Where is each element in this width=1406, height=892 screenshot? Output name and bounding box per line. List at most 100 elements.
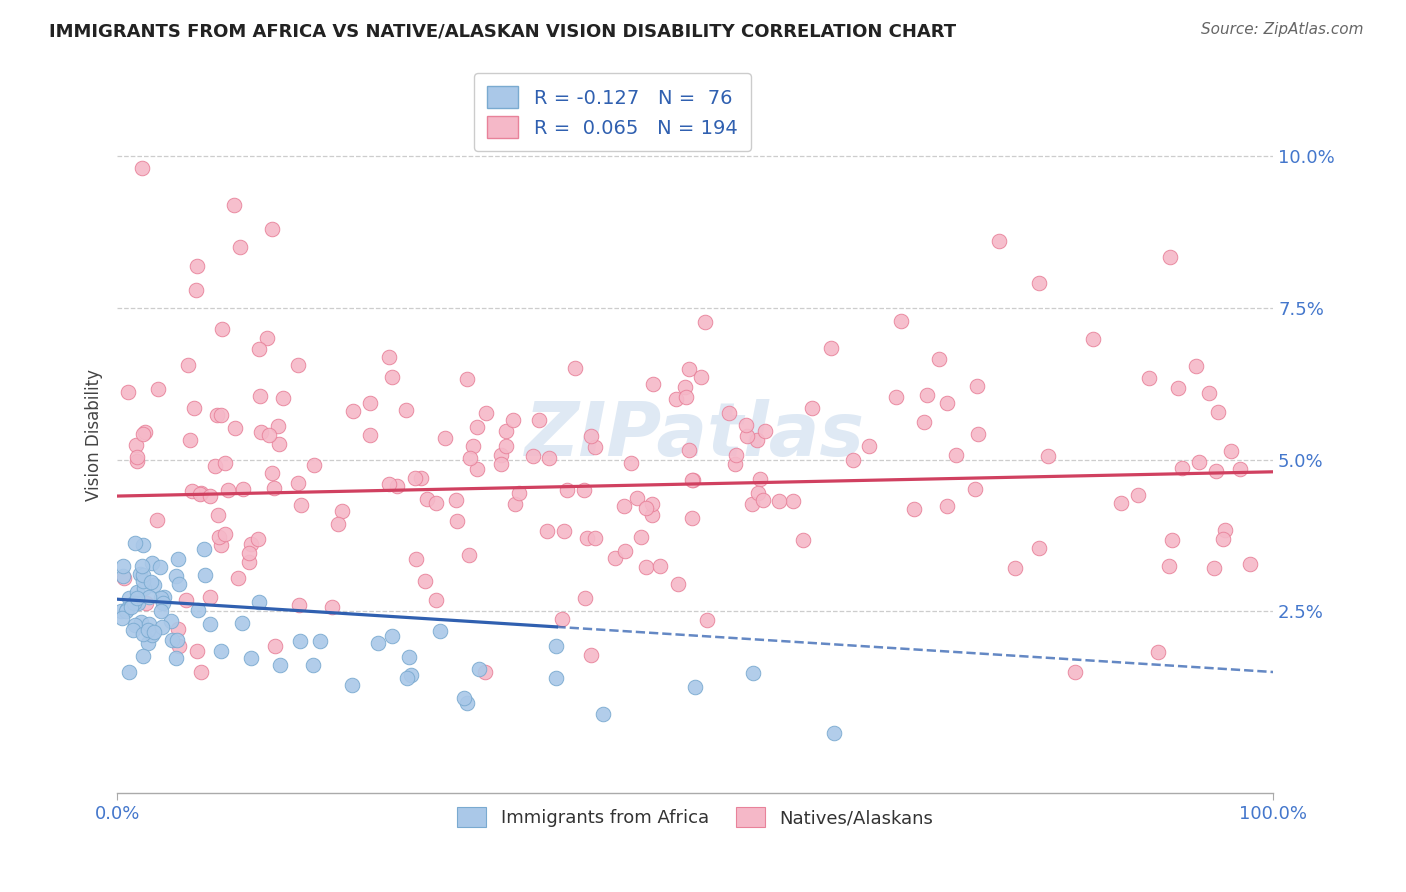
Point [444,492,467,507]
Point [141,627,163,641]
Point [129,566,152,581]
Point [138,617,160,632]
Point [782,493,804,508]
Point [256,331,278,345]
Point [204,458,226,473]
Point [503,497,526,511]
Point [457,548,479,562]
Point [522,449,544,463]
Point [152,590,174,604]
Point [232,482,254,496]
Point [394,403,416,417]
Point [936,396,959,410]
Point [127,596,149,610]
Point [467,662,489,676]
Point [553,524,575,538]
Point [224,198,246,212]
Point [139,575,162,590]
Point [259,427,281,442]
Point [1213,523,1236,537]
Point [820,341,842,355]
Point [495,440,517,454]
Point [112,570,135,584]
Point [288,634,311,648]
Point [129,615,152,629]
Point [149,591,172,606]
Point [217,483,239,497]
Point [132,582,155,596]
Point [1198,386,1220,401]
Point [127,454,149,468]
Point [267,419,290,434]
Point [302,657,325,672]
Point [536,524,558,539]
Point [1204,560,1226,574]
Point [149,559,172,574]
Point [1171,460,1194,475]
Point [190,486,212,500]
Point [583,531,606,545]
Point [159,614,181,628]
Point [115,604,138,618]
Point [745,434,768,448]
Point [214,527,236,541]
Point [117,385,139,400]
Point [1239,557,1261,571]
Point [111,611,134,625]
Point [1159,559,1181,574]
Point [262,467,284,481]
Point [823,725,845,739]
Point [238,555,260,569]
Point [398,650,420,665]
Point [416,491,439,506]
Point [429,624,451,639]
Point [564,361,586,376]
Point [198,489,221,503]
Point [626,491,648,506]
Point [124,536,146,550]
Point [1137,371,1160,385]
Point [912,416,935,430]
Point [508,486,530,500]
Point [1205,464,1227,478]
Point [249,425,271,439]
Point [768,494,790,508]
Point [186,259,208,273]
Point [224,420,246,434]
Point [527,413,550,427]
Point [143,578,166,592]
Point [132,574,155,588]
Point [209,644,232,658]
Point [152,620,174,634]
Point [636,500,658,515]
Point [613,499,636,513]
Point [583,440,606,454]
Point [1109,496,1132,510]
Point [132,649,155,664]
Point [1146,645,1168,659]
Point [858,439,880,453]
Text: IMMIGRANTS FROM AFRICA VS NATIVE/ALASKAN VISION DISABILITY CORRELATION CHART: IMMIGRANTS FROM AFRICA VS NATIVE/ALASKAN… [49,22,956,40]
Point [1229,462,1251,476]
Point [162,633,184,648]
Point [214,456,236,470]
Point [190,665,212,679]
Point [180,484,202,499]
Point [673,380,696,394]
Point [966,379,988,393]
Point [194,568,217,582]
Point [166,551,188,566]
Point [118,591,141,606]
Point [269,658,291,673]
Point [187,602,209,616]
Point [396,671,419,685]
Point [378,351,401,365]
Y-axis label: Vision Disability: Vision Disability [86,369,103,501]
Point [683,680,706,694]
Point [188,487,211,501]
Point [125,591,148,606]
Point [112,558,135,573]
Point [340,678,363,692]
Point [425,593,447,607]
Point [915,388,938,402]
